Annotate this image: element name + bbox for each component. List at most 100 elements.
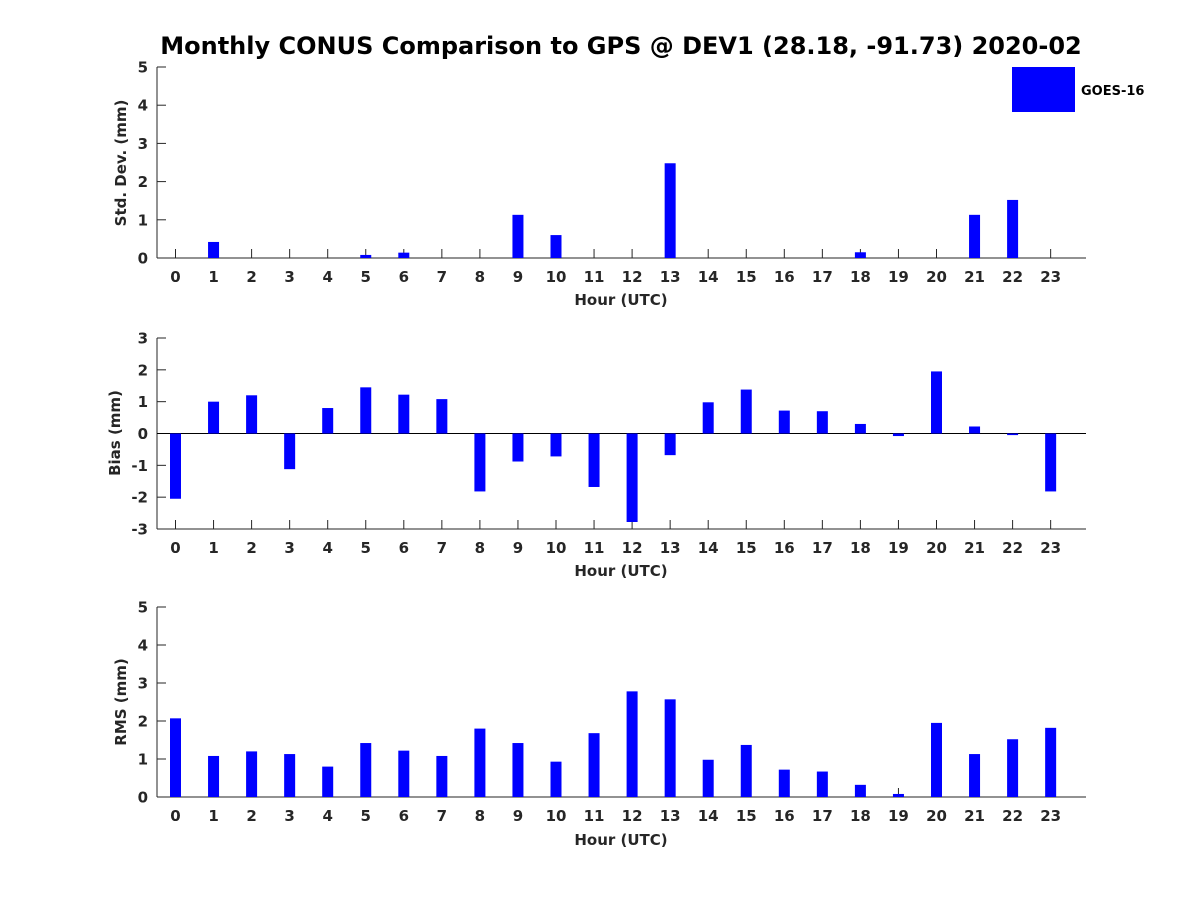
- std-dev-bar-hour-18: [854, 252, 866, 258]
- bias-xtick-label: 14: [698, 539, 719, 557]
- chart-title: Monthly CONUS Comparison to GPS @ DEV1 (…: [160, 32, 1082, 60]
- rms-xtick-label: 23: [1040, 807, 1061, 825]
- bias-bar-hour-16: [778, 410, 790, 434]
- rms-bar-hour-3: [284, 754, 296, 797]
- std-dev-xtick-label: 11: [584, 268, 605, 286]
- rms-xtick-label: 9: [513, 807, 523, 825]
- rms-xtick-label: 1: [208, 807, 218, 825]
- bias-xlabel: Hour (UTC): [574, 562, 667, 580]
- rms-xtick-label: 8: [475, 807, 485, 825]
- std-dev-xtick-label: 19: [888, 268, 909, 286]
- std-dev-xtick-label: 9: [513, 268, 523, 286]
- rms-bar-hour-22: [1007, 739, 1019, 797]
- rms-bar-hour-16: [778, 769, 790, 797]
- bias-xtick-label: 6: [399, 539, 409, 557]
- rms-bar-hour-21: [969, 754, 981, 797]
- bias-xtick-label: 8: [475, 539, 485, 557]
- std-dev-bar-hour-21: [969, 214, 981, 258]
- bias-bar-hour-22: [1007, 433, 1019, 436]
- bias-xtick-label: 23: [1040, 539, 1061, 557]
- rms-bar-hour-8: [474, 728, 486, 797]
- rms-xtick-label: 13: [660, 807, 681, 825]
- bias-xtick-label: 7: [437, 539, 447, 557]
- rms-ytick-label: 2: [138, 713, 148, 731]
- std-dev-xtick-label: 12: [622, 268, 643, 286]
- rms-ytick-label: 0: [138, 789, 148, 807]
- std-dev-bar-hour-13: [664, 163, 676, 258]
- bias-ytick-label: 0: [138, 425, 148, 443]
- bias-bar-hour-12: [626, 433, 638, 522]
- std-dev-bar-hour-1: [208, 241, 220, 258]
- rms-bar-hour-5: [360, 743, 372, 797]
- std-dev-xtick-label: 7: [437, 268, 447, 286]
- bias-xtick-label: 0: [170, 539, 180, 557]
- std-dev-xtick-label: 23: [1040, 268, 1061, 286]
- rms-bar-hour-12: [626, 691, 638, 797]
- std-dev-xtick-label: 17: [812, 268, 833, 286]
- std-dev-xtick-label: 2: [246, 268, 256, 286]
- bias-ytick-label: -1: [131, 457, 148, 475]
- std-dev-xtick-label: 21: [964, 268, 985, 286]
- rms-xlabel: Hour (UTC): [574, 831, 667, 849]
- rms-bar-hour-9: [512, 743, 524, 797]
- rms-xtick-label: 18: [850, 807, 871, 825]
- bias-bar-hour-21: [969, 426, 981, 434]
- bias-xtick-label: 10: [546, 539, 567, 557]
- std-dev-xtick-label: 6: [399, 268, 409, 286]
- std-dev-xtick-label: 1: [208, 268, 218, 286]
- rms-xtick-label: 2: [246, 807, 256, 825]
- std-dev-xtick-label: 3: [284, 268, 294, 286]
- bias-xtick-label: 19: [888, 539, 909, 557]
- bias-xtick-label: 21: [964, 539, 985, 557]
- std-dev-bar-hour-5: [360, 254, 372, 258]
- rms-xtick-label: 16: [774, 807, 795, 825]
- bias-bar-hour-19: [892, 433, 904, 437]
- bias-xtick-label: 2: [246, 539, 256, 557]
- legend-swatch: [1012, 67, 1075, 112]
- bias-xtick-label: 5: [361, 539, 371, 557]
- bias-bar-hour-8: [474, 433, 486, 492]
- legend-label: GOES-16: [1081, 84, 1144, 99]
- rms-bar-hour-20: [931, 722, 942, 797]
- bias-xtick-label: 17: [812, 539, 833, 557]
- bias-bar-hour-13: [664, 433, 676, 456]
- std-dev-ytick-label: 1: [138, 211, 148, 229]
- std-dev-ytick-label: 3: [138, 135, 148, 153]
- rms-bar-hour-0: [170, 718, 181, 797]
- bias-bar-hour-1: [208, 401, 220, 434]
- bias-bar-hour-9: [512, 433, 524, 462]
- rms-xtick-label: 11: [584, 807, 605, 825]
- rms-bar-hour-11: [588, 733, 600, 797]
- bias-xtick-label: 1: [208, 539, 218, 557]
- bias-bar-hour-7: [436, 399, 448, 434]
- bias-ylabel: Bias (mm): [106, 390, 124, 476]
- std-dev-xtick-label: 8: [475, 268, 485, 286]
- bias-xtick-label: 9: [513, 539, 523, 557]
- bias-xtick-label: 11: [584, 539, 605, 557]
- bias-bar-hour-0: [170, 433, 181, 499]
- bias-ytick-label: 2: [138, 361, 148, 379]
- std-dev-xtick-label: 0: [170, 268, 180, 286]
- rms-xtick-label: 19: [888, 807, 909, 825]
- bias-bar-hour-4: [322, 408, 334, 434]
- std-dev-ytick-label: 4: [138, 97, 148, 115]
- std-dev-ylabel: Std. Dev. (mm): [112, 100, 130, 227]
- std-dev-xtick-label: 4: [322, 268, 332, 286]
- rms-ytick-label: 1: [138, 751, 148, 769]
- rms-ytick-label: 3: [138, 675, 148, 693]
- rms-bar-hour-10: [550, 761, 562, 797]
- rms-xtick-label: 5: [361, 807, 371, 825]
- rms-xtick-label: 14: [698, 807, 719, 825]
- std-dev-bar-hour-22: [1007, 199, 1019, 258]
- rms-xtick-label: 22: [1002, 807, 1023, 825]
- rms-ylabel: RMS (mm): [112, 658, 130, 745]
- bias-xtick-label: 20: [926, 539, 947, 557]
- bias-bar-hour-15: [740, 389, 752, 434]
- std-dev-xtick-label: 18: [850, 268, 871, 286]
- std-dev-xtick-label: 16: [774, 268, 795, 286]
- rms-ytick-label: 5: [138, 599, 148, 617]
- std-dev-xtick-label: 14: [698, 268, 719, 286]
- bias-bar-hour-6: [398, 394, 410, 434]
